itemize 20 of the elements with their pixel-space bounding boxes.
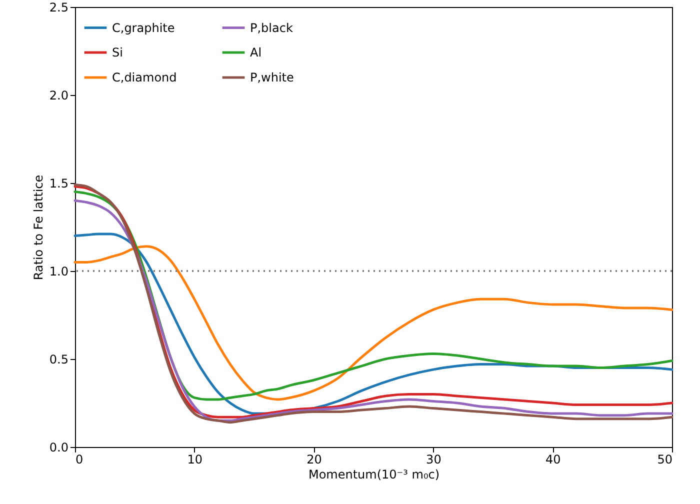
legend-label: Si xyxy=(112,46,123,60)
x-tick-label: 50 xyxy=(657,452,672,466)
y-tick-label: 1.5 xyxy=(49,176,68,190)
x-tick-label: 30 xyxy=(426,452,442,466)
y-tick-label: 0.0 xyxy=(49,440,68,454)
x-tick-label: 20 xyxy=(306,452,322,466)
x-tick-label: 40 xyxy=(545,452,561,466)
y-tick-label: 2.5 xyxy=(49,0,68,14)
y-tick-label: 1.0 xyxy=(49,264,68,278)
legend-label: Al xyxy=(250,46,262,60)
y-axis-title: Ratio to Fe lattice xyxy=(31,174,46,280)
y-tick-label: 0.5 xyxy=(49,352,68,366)
legend-label: P,black xyxy=(250,20,293,35)
x-tick-label: 10 xyxy=(187,452,203,466)
legend-label: C,graphite xyxy=(112,20,175,35)
y-tick-label: 2.0 xyxy=(49,88,68,102)
legend-label: P,white xyxy=(250,70,294,84)
x-tick-label: 0 xyxy=(76,452,84,466)
x-axis-title: Momentum(10⁻³ m₀c) xyxy=(308,468,440,482)
legend-label: C,diamond xyxy=(112,70,177,84)
